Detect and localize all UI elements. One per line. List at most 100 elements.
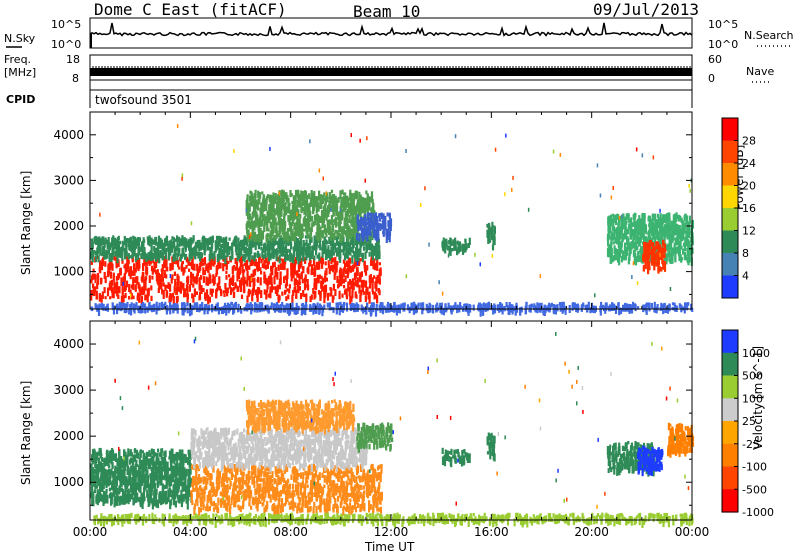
- power-cell: [313, 282, 316, 289]
- power-cell: [293, 266, 296, 275]
- power-cell: [276, 201, 279, 207]
- power-cell: [630, 241, 633, 250]
- power-cell: [180, 263, 183, 272]
- power-colorbar-swatch: [722, 275, 738, 299]
- power-cell: [309, 296, 312, 303]
- power-cell: [272, 286, 275, 290]
- power-cell: [364, 204, 367, 214]
- power-colorbar-tick-label: 28: [742, 135, 756, 148]
- power-cell: [258, 253, 261, 257]
- power-noise-cell: [669, 287, 672, 291]
- power-cell: [169, 263, 172, 272]
- velocity-cell: [95, 480, 98, 485]
- power-cell: [305, 248, 308, 255]
- power-cell: [353, 262, 356, 266]
- power-cell: [302, 191, 305, 197]
- power-noise-cell: [494, 147, 497, 152]
- power-cell: [345, 288, 348, 298]
- power-cell: [94, 240, 98, 245]
- power-cell: [162, 303, 165, 309]
- power-cell: [366, 226, 369, 234]
- power-cell: [371, 283, 374, 292]
- power-noise-cell: [318, 168, 321, 173]
- power-cell: [131, 270, 134, 276]
- power-noise-cell: [641, 153, 644, 158]
- power-cell: [277, 193, 281, 198]
- power-cell: [182, 283, 185, 291]
- power-cell: [96, 273, 99, 280]
- power-cell: [337, 232, 340, 237]
- power-cell: [315, 282, 318, 286]
- power-cell: [304, 208, 307, 217]
- power-cell: [267, 308, 270, 314]
- power-cell: [652, 222, 655, 230]
- power-cell: [683, 224, 686, 232]
- power-cell: [351, 200, 354, 207]
- power-cell: [260, 231, 263, 240]
- power-cell: [182, 237, 186, 247]
- power-cell: [652, 243, 655, 252]
- power-cell: [514, 307, 517, 316]
- power-cell: [328, 253, 332, 261]
- freq-tick-bottom: 8: [72, 72, 79, 85]
- power-cell: [264, 216, 267, 224]
- power-cell: [650, 218, 653, 225]
- power-cell: [355, 294, 358, 299]
- power-cell: [271, 267, 274, 276]
- power-cell: [136, 259, 139, 264]
- power-cell: [352, 192, 355, 197]
- power-cell: [413, 301, 416, 309]
- power-cell: [111, 251, 114, 257]
- power-cell: [632, 231, 636, 241]
- power-cell: [326, 248, 329, 257]
- power-cell: [161, 277, 164, 282]
- power-cell: [149, 252, 153, 261]
- power-cell: [291, 294, 294, 304]
- power-cell: [196, 263, 199, 272]
- power-cell: [347, 281, 350, 288]
- power-cell: [341, 189, 344, 195]
- power-cell: [279, 197, 282, 204]
- power-cell: [129, 289, 132, 294]
- power-cell: [561, 302, 564, 309]
- power-cell: [385, 231, 388, 236]
- power-cell: [488, 301, 491, 310]
- power-cell: [375, 217, 378, 222]
- power-cell: [627, 304, 630, 311]
- power-cell: [352, 264, 355, 272]
- power-cell: [312, 205, 315, 211]
- power-cell: [300, 206, 303, 214]
- power-cell: [95, 290, 98, 300]
- power-cell: [193, 288, 196, 297]
- power-cell: [202, 287, 205, 292]
- power-cell: [385, 234, 388, 243]
- power-cell: [429, 304, 432, 313]
- power-cell: [619, 216, 622, 222]
- power-cell: [456, 306, 459, 314]
- power-cell: [189, 248, 192, 256]
- power-cell: [664, 249, 667, 253]
- power-cell: [182, 271, 185, 276]
- power-noise-cell: [512, 175, 514, 180]
- power-cell: [334, 267, 337, 275]
- power-cell: [315, 306, 318, 314]
- power-cell: [150, 239, 153, 244]
- power-cell: [117, 250, 120, 258]
- power-cell: [339, 210, 342, 220]
- power-cell: [637, 237, 641, 247]
- power-cell: [454, 241, 457, 245]
- power-cell: [293, 211, 296, 221]
- power-cell: [327, 245, 330, 251]
- power-cell: [617, 240, 620, 249]
- power-cell: [180, 239, 183, 245]
- power-cell: [236, 285, 239, 292]
- power-cell: [279, 263, 282, 270]
- power-cell: [361, 204, 365, 214]
- power-cell: [152, 303, 156, 312]
- power-cell: [359, 258, 362, 262]
- power-cell: [562, 301, 565, 308]
- power-cell: [620, 224, 624, 234]
- power-cell: [280, 251, 283, 257]
- power-cell: [235, 235, 238, 244]
- power-cell: [144, 280, 147, 284]
